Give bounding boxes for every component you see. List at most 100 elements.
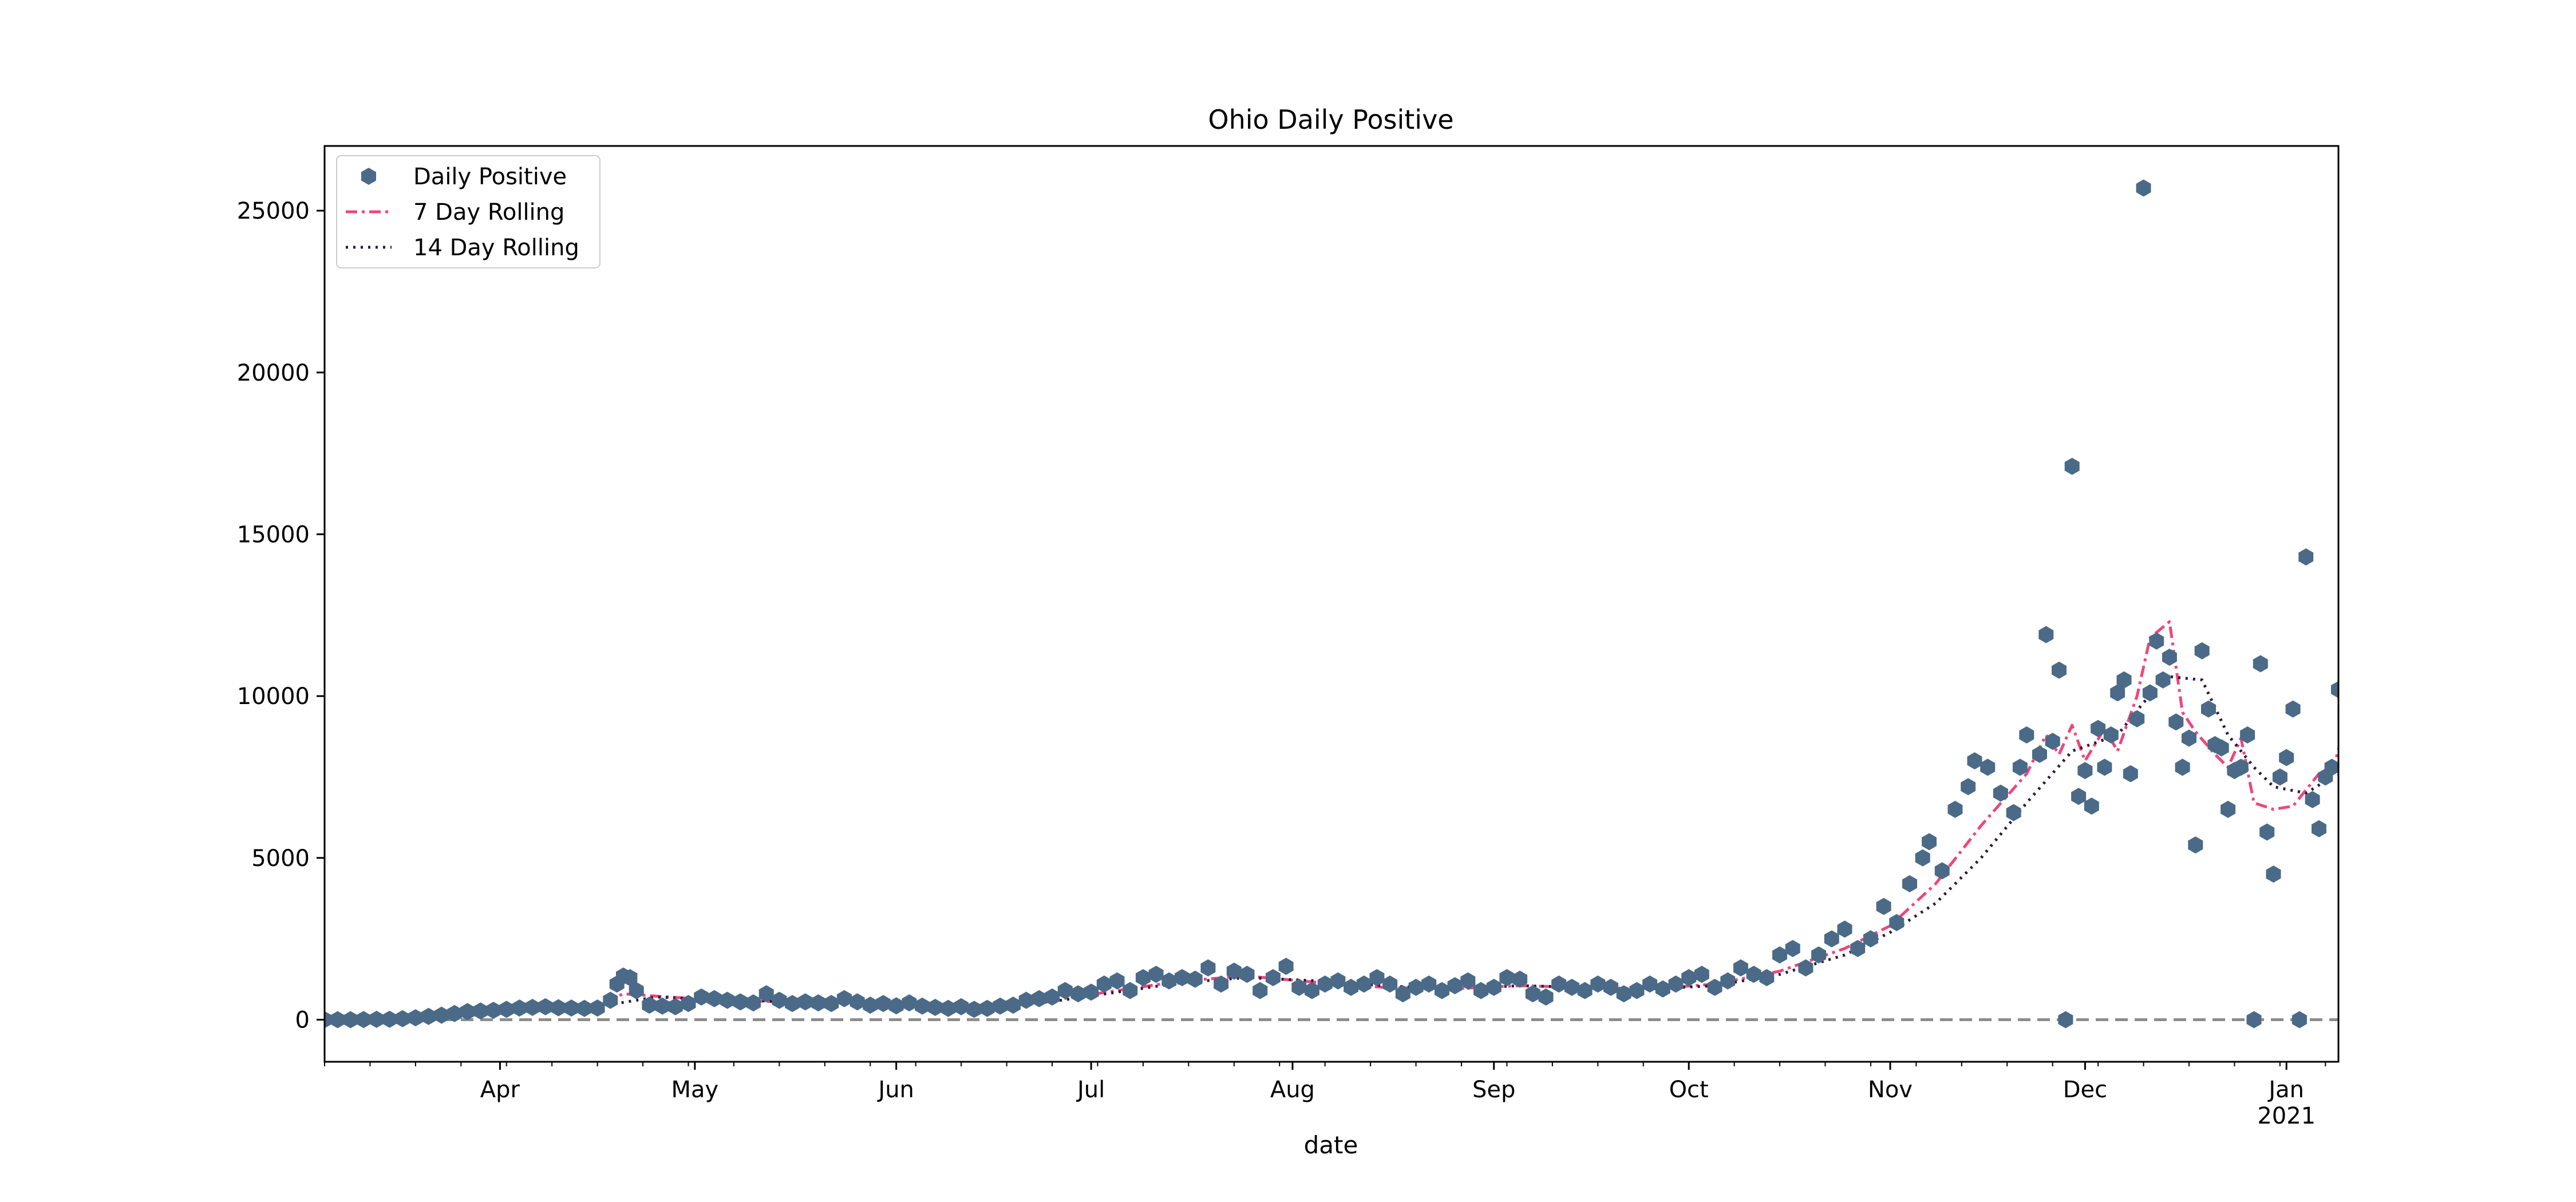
x-tick-sublabel: 2021 bbox=[2257, 1103, 2316, 1129]
data-point bbox=[2149, 632, 2164, 650]
data-point bbox=[2110, 684, 2125, 702]
data-point bbox=[2168, 713, 2184, 731]
data-point bbox=[2221, 801, 2236, 818]
data-point bbox=[1084, 983, 1099, 1001]
data-point bbox=[941, 999, 956, 1017]
data-point bbox=[622, 969, 638, 986]
x-tick-label: Nov bbox=[1868, 1077, 1913, 1103]
data-point bbox=[1214, 975, 1229, 993]
data-point bbox=[746, 994, 761, 1012]
x-axis-label: date bbox=[1304, 1131, 1358, 1159]
data-point bbox=[1460, 972, 1476, 990]
data-point bbox=[1980, 758, 1996, 776]
data-point bbox=[2071, 788, 2087, 805]
data-point bbox=[1123, 982, 1138, 999]
data-point bbox=[915, 997, 930, 1015]
data-point bbox=[356, 1011, 372, 1029]
y-tick-label: 5000 bbox=[251, 845, 310, 872]
data-point bbox=[927, 999, 943, 1016]
data-point bbox=[564, 999, 579, 1017]
data-point bbox=[460, 1003, 475, 1021]
data-point bbox=[499, 1001, 514, 1018]
data-point bbox=[1226, 962, 1242, 980]
data-point bbox=[1863, 930, 1878, 948]
y-tick-label: 0 bbox=[295, 1007, 310, 1034]
data-point bbox=[797, 993, 813, 1011]
line-14-day-rolling bbox=[325, 675, 2338, 1021]
x-tick-label: Apr bbox=[480, 1077, 520, 1103]
data-point bbox=[1889, 914, 1905, 931]
data-point bbox=[1785, 940, 1800, 958]
data-point bbox=[642, 997, 657, 1014]
data-point bbox=[603, 991, 618, 1009]
data-point bbox=[1408, 979, 1424, 996]
data-point bbox=[993, 997, 1008, 1015]
x-tick-label: Jul bbox=[1076, 1077, 1105, 1103]
data-point bbox=[863, 997, 878, 1014]
data-point bbox=[2116, 671, 2132, 689]
data-point bbox=[2012, 758, 2028, 776]
daily-positive-points bbox=[325, 179, 2365, 1029]
data-point bbox=[1720, 972, 1736, 990]
legend-box bbox=[336, 155, 600, 268]
data-point bbox=[395, 1010, 410, 1027]
data-point bbox=[330, 1011, 345, 1029]
data-point bbox=[1811, 946, 1827, 964]
data-point bbox=[1629, 982, 1645, 999]
data-point bbox=[2350, 814, 2365, 831]
data-point bbox=[1538, 988, 1554, 1006]
data-point bbox=[2155, 671, 2171, 689]
data-point bbox=[2129, 710, 2145, 727]
data-point bbox=[629, 982, 644, 999]
data-point bbox=[720, 991, 735, 1009]
data-point bbox=[1395, 985, 1411, 1003]
data-point bbox=[1577, 982, 1593, 999]
data-point bbox=[2142, 684, 2158, 702]
data-point bbox=[1161, 972, 1177, 990]
x-tick-label: Jun bbox=[876, 1077, 914, 1103]
data-point bbox=[655, 997, 670, 1015]
data-point bbox=[2123, 765, 2138, 782]
data-point bbox=[369, 1010, 384, 1028]
data-point bbox=[1668, 975, 1684, 993]
data-point bbox=[2052, 661, 2067, 679]
y-tick-label: 20000 bbox=[237, 360, 310, 386]
data-point bbox=[1135, 969, 1151, 986]
legend-item-7-day-rolling: 7 Day Rolling bbox=[346, 199, 564, 226]
data-point bbox=[2331, 681, 2338, 698]
x-tick-label: Jan bbox=[2267, 1077, 2304, 1103]
data-point bbox=[1473, 982, 1488, 999]
data-point bbox=[525, 999, 540, 1016]
data-point bbox=[473, 1002, 488, 1020]
data-point bbox=[2272, 768, 2287, 786]
y-axis-ticks: 0 5000 10000 15000 20000 25000 bbox=[237, 198, 325, 1034]
data-point bbox=[1344, 979, 1358, 996]
data-point bbox=[1616, 985, 1631, 1003]
data-point bbox=[1018, 991, 1034, 1009]
legend-marker-daily-positive bbox=[361, 168, 376, 185]
data-point bbox=[1934, 862, 1950, 880]
data-point bbox=[2312, 820, 2326, 837]
data-point bbox=[512, 999, 527, 1017]
data-point bbox=[772, 991, 787, 1009]
data-point bbox=[1148, 966, 1164, 983]
data-point bbox=[1032, 990, 1047, 1007]
data-point bbox=[1993, 784, 2008, 802]
data-point bbox=[1317, 975, 1333, 993]
legend-label-daily-positive: Daily Positive bbox=[413, 164, 567, 190]
data-point bbox=[1305, 982, 1319, 999]
data-point bbox=[1642, 975, 1658, 993]
data-point bbox=[758, 985, 774, 1003]
data-point bbox=[1175, 969, 1190, 986]
x-tick-label: Aug bbox=[1270, 1077, 1315, 1103]
data-point bbox=[2344, 742, 2359, 760]
data-point bbox=[2188, 836, 2203, 854]
data-point bbox=[733, 993, 748, 1011]
data-point bbox=[850, 993, 865, 1011]
data-point bbox=[1330, 972, 1346, 990]
data-point bbox=[382, 1010, 397, 1028]
data-point bbox=[1850, 940, 1866, 958]
x-tick-label: Oct bbox=[1669, 1077, 1709, 1103]
data-point bbox=[1512, 970, 1528, 988]
